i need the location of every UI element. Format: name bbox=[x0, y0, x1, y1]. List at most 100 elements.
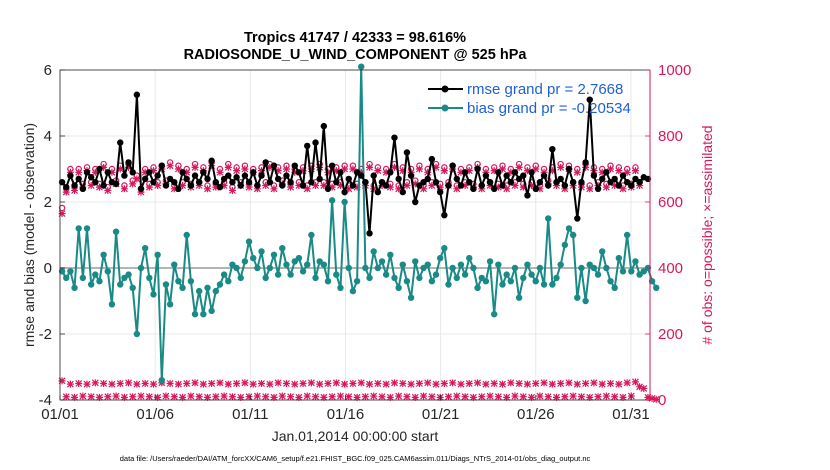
low-count-obs-point-79 bbox=[386, 393, 394, 401]
assimilated-obs-point-37 bbox=[212, 183, 220, 191]
bias-point-81 bbox=[395, 284, 402, 291]
series-bias bbox=[58, 63, 660, 384]
bias-point-21 bbox=[146, 274, 153, 282]
assimilated-obs-point-29 bbox=[179, 182, 187, 189]
rmse-point-13 bbox=[112, 180, 120, 188]
legend-bias-label: bias grand pr = -0.20534 bbox=[467, 100, 631, 117]
assimilated-obs-point-121 bbox=[561, 185, 569, 193]
low-count-obs-point-55 bbox=[287, 393, 295, 401]
bias-point-136 bbox=[623, 231, 631, 239]
assimilated-obs-point-12 bbox=[108, 168, 116, 176]
rmse-point-22 bbox=[150, 179, 157, 186]
rmse-point-21 bbox=[146, 169, 153, 176]
bias-point-26 bbox=[166, 301, 174, 308]
rmse-point-116 bbox=[540, 172, 548, 179]
bias-point-88 bbox=[424, 261, 431, 268]
low-count-obs-point-133 bbox=[611, 393, 619, 401]
rmse-point-118 bbox=[549, 146, 556, 153]
rmse-point-106 bbox=[499, 182, 506, 189]
assimilated-obs-point-120 bbox=[557, 163, 565, 171]
rmse-point-61 bbox=[312, 139, 319, 146]
low-count-obs-point-143 bbox=[652, 395, 660, 403]
assimilated-obs-point-23 bbox=[154, 182, 162, 189]
assimilated-obs-point-77 bbox=[378, 182, 386, 189]
bias-point-76 bbox=[374, 264, 382, 272]
rmse-point-90 bbox=[432, 179, 440, 186]
low-count-obs-point-13 bbox=[112, 392, 120, 400]
low-count-obs-point-136 bbox=[623, 379, 631, 387]
low-count-obs-point-125 bbox=[577, 393, 585, 401]
bias-point-12 bbox=[108, 301, 116, 308]
bias-point-89 bbox=[428, 278, 436, 285]
bias-point-22 bbox=[150, 291, 157, 298]
bias-point-2 bbox=[67, 268, 74, 275]
bias-point-138 bbox=[632, 258, 639, 265]
legend-bias-marker bbox=[441, 104, 449, 112]
assimilated-obs-point-88 bbox=[424, 168, 432, 176]
assimilated-obs-point-64 bbox=[324, 168, 332, 176]
bias-point-30 bbox=[183, 231, 190, 239]
bias-point-124 bbox=[574, 294, 581, 301]
assimilated-obs-point-132 bbox=[607, 165, 615, 173]
low-count-obs-point-96 bbox=[457, 380, 465, 388]
assimilated-obs-point-72 bbox=[357, 168, 365, 176]
low-count-obs-point-19 bbox=[137, 392, 145, 400]
chart-subtitle: RADIOSONDE_U_WIND_COMPONENT @ 525 hPa bbox=[184, 47, 528, 63]
rmse-point-1 bbox=[63, 183, 70, 191]
assimilated-obs-point-119 bbox=[553, 182, 561, 189]
bias-point-84 bbox=[407, 294, 415, 301]
assimilated-obs-point-98 bbox=[465, 167, 473, 175]
bias-point-40 bbox=[225, 278, 232, 285]
assimilated-obs-point-27 bbox=[170, 185, 178, 193]
low-count-obs-point-56 bbox=[291, 380, 299, 388]
assimilated-obs-point-69 bbox=[345, 185, 353, 193]
bias-point-143 bbox=[653, 284, 660, 291]
bias-point-49 bbox=[262, 274, 269, 282]
bias-point-130 bbox=[599, 248, 606, 255]
assimilated-obs-point-85 bbox=[411, 180, 419, 188]
bias-point-24 bbox=[158, 377, 165, 384]
bias-point-50 bbox=[266, 264, 274, 272]
rmse-point-65 bbox=[328, 162, 336, 169]
low-count-obs-point-52 bbox=[274, 379, 282, 387]
rmse-point-62 bbox=[316, 175, 323, 183]
assimilated-obs-point-86 bbox=[415, 165, 423, 173]
bias-point-85 bbox=[412, 258, 419, 265]
bias-point-44 bbox=[241, 258, 249, 265]
low-count-obs-point-40 bbox=[224, 380, 232, 388]
rmse-point-31 bbox=[187, 182, 195, 189]
low-count-obs-point-128 bbox=[590, 379, 598, 387]
low-count-obs-point-43 bbox=[237, 393, 245, 401]
rmse-point-115 bbox=[536, 179, 544, 186]
y-left-tick-label-5: 6 bbox=[44, 62, 52, 79]
low-count-obs-point-89 bbox=[428, 393, 436, 401]
y-right-tick-label-0: 0 bbox=[658, 392, 666, 409]
rmse-point-104 bbox=[490, 185, 498, 192]
y-left-axis-ticks: -4 -2 0 2 4 6 bbox=[39, 62, 65, 409]
rmse-point-49 bbox=[262, 159, 269, 166]
x-axis-ticks: 01/01 01/06 01/11 01/16 01/21 01/26 01/31 bbox=[41, 395, 650, 423]
rmse-point-124 bbox=[574, 215, 581, 222]
rmse-point-133 bbox=[611, 175, 618, 183]
low-count-obs-point-131 bbox=[602, 392, 610, 400]
bias-point-128 bbox=[590, 264, 598, 272]
bias-point-99 bbox=[470, 264, 477, 272]
low-count-obs-point-119 bbox=[553, 393, 561, 401]
rmse-point-127 bbox=[586, 96, 593, 103]
low-count-obs-point-104 bbox=[490, 380, 498, 387]
low-count-obs-point-64 bbox=[324, 380, 332, 387]
low-count-obs-point-130 bbox=[598, 380, 606, 388]
rmse-point-42 bbox=[233, 174, 240, 181]
rmse-point-101 bbox=[478, 182, 485, 189]
assimilated-obs-point-59 bbox=[303, 185, 311, 193]
bias-point-106 bbox=[499, 281, 506, 288]
assimilated-obs-point-134 bbox=[615, 167, 623, 175]
low-count-obs-point-70 bbox=[349, 380, 357, 387]
x-tick-label-0: 01/01 bbox=[41, 406, 79, 423]
bias-point-78 bbox=[382, 271, 390, 278]
low-count-obs-point-5 bbox=[79, 392, 87, 400]
low-count-obs-point-100 bbox=[474, 379, 482, 387]
assimilated-obs-point-63 bbox=[320, 182, 328, 189]
low-count-obs-point-103 bbox=[486, 392, 494, 400]
rmse-point-25 bbox=[162, 182, 170, 189]
